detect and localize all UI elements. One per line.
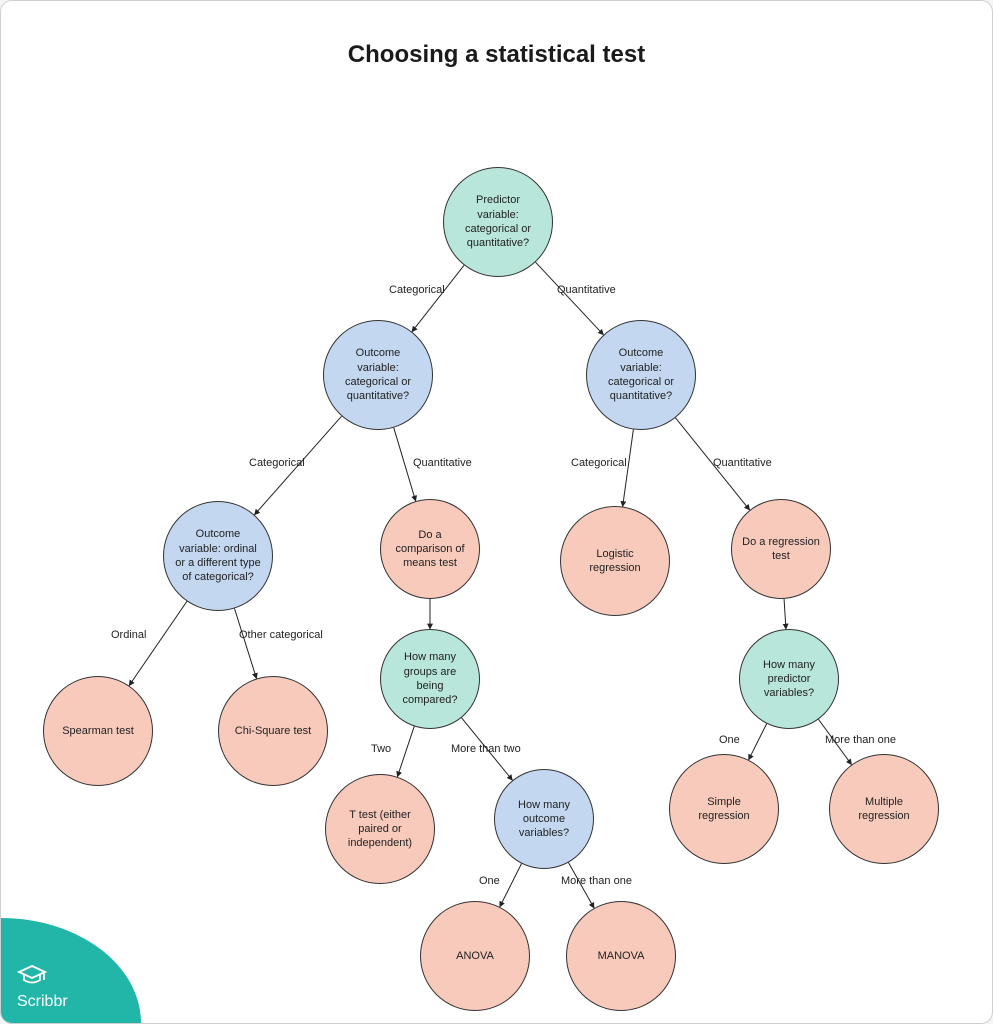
flowchart-node-multiple_reg: Multiple regression	[829, 754, 939, 864]
brand-label: Scribbr	[17, 993, 68, 1011]
edge-label-predvars_q-simple_reg: One	[719, 734, 740, 746]
flowchart-node-predvars_q: How many predictor variables?	[739, 629, 839, 729]
flowchart-node-spearman: Spearman test	[43, 676, 153, 786]
edge-label-outcome_right-logistic: Categorical	[571, 457, 627, 469]
flowchart-node-ordinal_q: Outcome variable: ordinal or a different…	[163, 501, 273, 611]
edge-outcomevars_q-anova	[500, 864, 522, 907]
edge-label-predvars_q-multiple_reg: More than one	[825, 734, 896, 746]
flowchart-node-groups_q: How many groups are being compared?	[380, 629, 480, 729]
flowchart-node-predictor: Predictor variable: categorical or quant…	[443, 167, 553, 277]
edge-label-predictor-outcome_right: Quantitative	[557, 284, 616, 296]
flowchart-node-ttest: T test (either paired or independent)	[325, 774, 435, 884]
flowchart-node-regression_test: Do a regression test	[731, 499, 831, 599]
flowchart-diagram: Predictor variable: categorical or quant…	[1, 1, 993, 1024]
edge-regression_test-predvars_q	[784, 599, 786, 629]
edge-groups_q-ttest	[397, 726, 414, 776]
edge-predvars_q-simple_reg	[749, 724, 767, 760]
edge-label-ordinal_q-chisq: Other categorical	[239, 629, 323, 641]
edge-label-outcome_right-regression_test: Quantitative	[713, 457, 772, 469]
edge-label-outcomevars_q-anova: One	[479, 875, 500, 887]
edge-label-groups_q-ttest: Two	[371, 743, 391, 755]
flowchart-node-outcomevars_q: How many outcome variables?	[494, 769, 594, 869]
edge-ordinal_q-spearman	[129, 601, 187, 685]
edge-ordinal_q-chisq	[234, 608, 256, 678]
flowchart-node-outcome_right: Outcome variable: categorical or quantit…	[586, 320, 696, 430]
edge-predictor-outcome_left	[412, 265, 464, 331]
flowchart-node-logistic: Logistic regression	[560, 506, 670, 616]
diagram-frame: Choosing a statistical test Predictor va…	[0, 0, 993, 1024]
edge-predictor-outcome_right	[536, 262, 604, 335]
edge-label-outcome_left-means_test: Quantitative	[413, 457, 472, 469]
edge-label-outcome_left-ordinal_q: Categorical	[249, 457, 305, 469]
edge-label-outcomevars_q-manova: More than one	[561, 875, 632, 887]
flowchart-node-anova: ANOVA	[420, 901, 530, 1011]
flowchart-node-means_test: Do a comparison of means test	[380, 499, 480, 599]
flowchart-node-simple_reg: Simple regression	[669, 754, 779, 864]
graduation-cap-icon	[17, 964, 47, 991]
edges-layer	[1, 1, 993, 1024]
edge-label-groups_q-outcomevars_q: More than two	[451, 743, 521, 755]
flowchart-node-manova: MANOVA	[566, 901, 676, 1011]
edge-label-ordinal_q-spearman: Ordinal	[111, 629, 146, 641]
edge-label-predictor-outcome_left: Categorical	[389, 284, 445, 296]
flowchart-node-outcome_left: Outcome variable: categorical or quantit…	[323, 320, 433, 430]
flowchart-node-chisq: Chi-Square test	[218, 676, 328, 786]
